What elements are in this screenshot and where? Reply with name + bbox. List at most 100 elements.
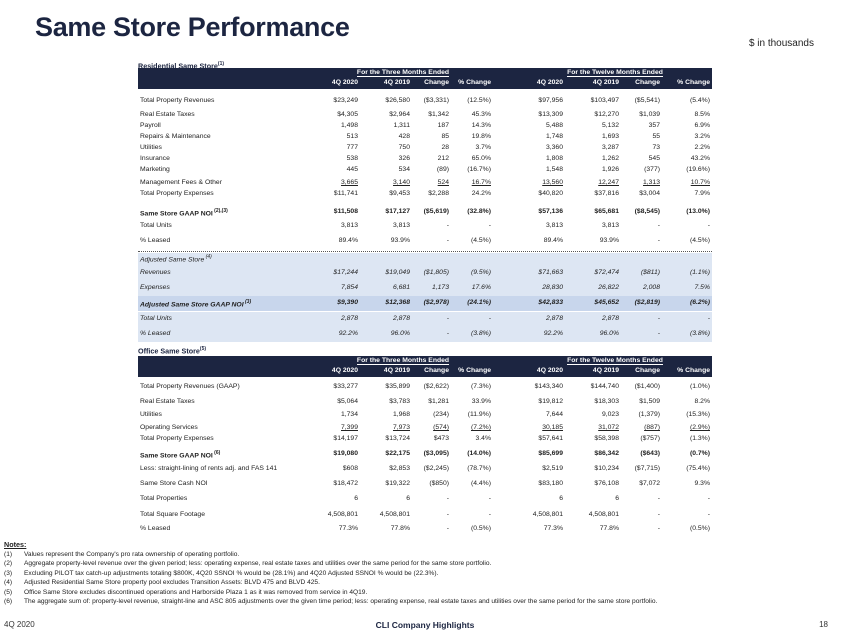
row-label: Insurance	[140, 155, 170, 162]
row-label-text: Total Property Expenses	[140, 435, 214, 442]
table-row: Marketing 445 534 (89) (16.7%) 1,548 1,926 (377…	[138, 165, 712, 176]
row-label: Adjusted Same Store GAAP NOI (3)	[140, 299, 251, 308]
cell-value: $1,509	[639, 398, 660, 405]
footnote-ref: (4)	[204, 254, 212, 260]
cell-value: 1,734	[340, 411, 358, 418]
cell-value: (75.4%)	[686, 465, 710, 472]
cell-value: -	[707, 511, 710, 518]
cell-value: 545	[648, 155, 660, 162]
cell-value: $57,641	[538, 435, 563, 442]
note-text: Aggregate property-level revenue over th…	[24, 560, 492, 568]
cell-value: -	[657, 495, 660, 502]
table-row: Less: straight-lining of rents adj. and …	[138, 464, 712, 475]
note-text: Adjusted Residential Same Store property…	[24, 579, 320, 587]
column-header: 4Q 2019	[383, 79, 410, 86]
row-label-text: Same Store GAAP NOI	[140, 210, 213, 218]
cell-value: -	[488, 222, 491, 229]
cell-value: -	[446, 315, 449, 322]
cell-value: 326	[398, 155, 410, 162]
cell-value: $18,303	[594, 398, 619, 405]
cell-value: (0.5%)	[470, 525, 491, 532]
cell-value: (16.7%)	[467, 166, 491, 173]
table-row: Real Estate Taxes $5,064 $3,783 $1,281 33.9%…	[138, 397, 712, 408]
row-label-text: Same Store Cash NOI	[140, 480, 208, 487]
cell-value: $1,281	[428, 398, 449, 405]
cell-value: (14.0%)	[467, 450, 491, 457]
cell-value: $76,108	[594, 480, 619, 487]
cell-value: (89)	[436, 166, 449, 173]
note-number: (6)	[4, 598, 13, 606]
row-label: Utilities	[140, 411, 162, 418]
cell-value: 428	[398, 133, 410, 140]
cell-value: 534	[398, 166, 410, 173]
cell-value: 3,813	[340, 222, 358, 229]
cell-value: 89.4%	[338, 237, 358, 244]
cell-value: $11,741	[333, 190, 358, 197]
cell-value: ($1,805)	[423, 269, 449, 276]
cell-value: $3,783	[389, 398, 410, 405]
cell-value: 3,813	[601, 222, 619, 229]
cell-value: 8.5%	[694, 111, 711, 118]
header-group-three-months: For the Three Months Ended	[308, 357, 498, 365]
cell-value: -	[657, 525, 660, 532]
note-item: (3) Excluding PILOT tax catch-up adjustme…	[4, 569, 804, 578]
cell-value: (377)	[644, 166, 660, 173]
cell-value: (7.3%)	[470, 383, 491, 390]
cell-value: $42,833	[538, 299, 563, 306]
footnote-ref: (2),(3)	[212, 208, 228, 214]
cell-value: $103,497	[590, 97, 619, 104]
cell-value: (887)	[644, 424, 660, 431]
table-row: Same Store Cash NOI $18,472 $19,322 ($850) (…	[138, 479, 712, 490]
cell-value: 6	[406, 495, 410, 502]
footer-title: CLI Company Highlights	[375, 620, 475, 630]
cell-value: 750	[398, 144, 410, 151]
cell-value: 77.8%	[390, 525, 410, 532]
cell-value: 93.9%	[390, 237, 410, 244]
cell-value: 3.4%	[475, 435, 492, 442]
table-row: Adjusted Same Store GAAP NOI (3) $9,390 $1…	[138, 296, 712, 311]
office-section-label: Office Same Store(5)	[138, 346, 207, 356]
table-row: Expenses 7,854 6,681 1,173 17.6% 28,830 26,822…	[138, 281, 712, 296]
note-item: (1) Values represent the Company's pro ra…	[4, 550, 804, 559]
cell-value: $2,853	[389, 465, 410, 472]
cell-value: 445	[346, 166, 358, 173]
table-row: Management Fees & Other 3,665 3,140 524 16.7…	[138, 178, 712, 189]
cell-value: 7,973	[392, 424, 410, 431]
cell-value: 4,508,801	[532, 511, 563, 518]
row-label: % Leased	[140, 330, 170, 337]
row-label-text: Marketing	[140, 166, 170, 173]
cell-value: $5,064	[337, 398, 358, 405]
row-label: Management Fees & Other	[140, 179, 222, 186]
cell-value: 538	[346, 155, 358, 162]
header-group-three-months: For the Three Months Ended	[308, 69, 498, 77]
office-table-header: For the Three Months Ended For the Twelve…	[138, 356, 712, 377]
cell-value: 93.9%	[599, 237, 619, 244]
header-group-label: For the Three Months Ended	[356, 357, 450, 365]
cell-value: 2,878	[392, 315, 410, 322]
note-text: Values represent the Company's pro rata …	[24, 551, 240, 558]
cell-value: 31,072	[598, 424, 619, 431]
cell-value: $71,663	[538, 269, 563, 276]
cell-value: 3,813	[545, 222, 563, 229]
cell-value: $608	[342, 465, 358, 472]
cell-value: $33,277	[333, 383, 358, 390]
cell-value: -	[446, 525, 449, 532]
cell-value: (32.8%)	[467, 208, 491, 215]
adjusted-same-store-label: Adjusted Same Store (4)	[140, 254, 212, 263]
cell-value: $4,305	[337, 111, 358, 118]
column-header: 4Q 2020	[331, 367, 358, 374]
cell-value: $26,580	[385, 97, 410, 104]
cell-value: 2.2%	[694, 144, 711, 151]
table-row: Total Property Revenues (GAAP) $33,277 $35…	[138, 382, 712, 393]
table-row: % Leased 89.4% 93.9% - (4.5%) 89.4% 93.9% - (4.5…	[138, 236, 712, 247]
cell-value: 14.3%	[471, 122, 491, 129]
cell-value: -	[446, 511, 449, 518]
cell-value: 1,173	[431, 284, 449, 291]
footnote-ref: (6)	[212, 450, 221, 456]
row-label: Total Property Expenses	[140, 190, 214, 197]
cell-value: 6	[615, 495, 619, 502]
row-label-text: Less: straight-lining of rents adj. and …	[140, 465, 278, 472]
cell-value: 28	[441, 144, 449, 151]
row-label-text: Total Units	[140, 315, 172, 322]
cell-value: 4,508,801	[588, 511, 619, 518]
